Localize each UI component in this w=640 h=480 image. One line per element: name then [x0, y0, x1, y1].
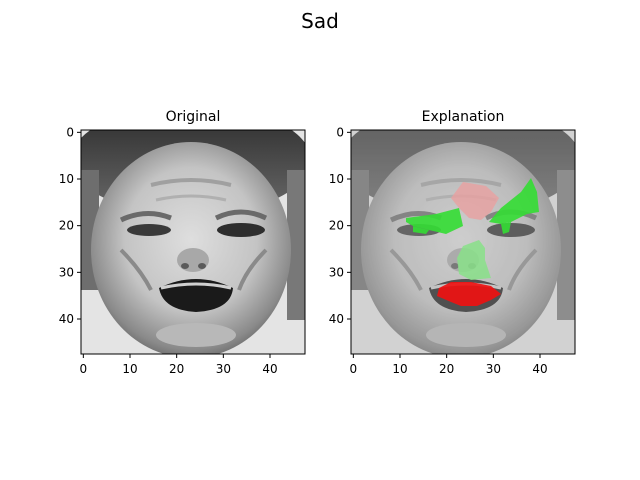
axis-ticks: 0 10 20 30 40 0 10 20 30 40: [329, 125, 548, 376]
x-tick-label: 10: [122, 362, 137, 376]
y-tick-label: 0: [336, 125, 344, 139]
superpixel-negative-weak: [451, 182, 499, 220]
y-tick-label: 10: [329, 172, 344, 186]
y-tick-label: 20: [59, 219, 74, 233]
axes-frame: [80, 129, 306, 355]
superpixel-negative-mouth: [437, 282, 501, 306]
x-tick-label: 10: [392, 362, 407, 376]
explanation-image: [351, 130, 575, 354]
x-tick-label: 40: [532, 362, 547, 376]
y-tick-label: 0: [66, 125, 74, 139]
y-tick-label: 10: [59, 172, 74, 186]
superpixel-positive-left-eye: [406, 208, 463, 234]
x-tick-label: 40: [262, 362, 277, 376]
panel-original: Original 0 10 20 30 40 0 10 20 30 40: [59, 105, 311, 376]
axis-ticks: 0 10 20 30 40 0 10 20 30 40: [59, 125, 278, 376]
face-image: [71, 105, 311, 358]
x-tick-label: 0: [350, 362, 358, 376]
x-tick-label: 0: [80, 362, 88, 376]
superpixel-positive-right-eye-edge: [501, 222, 511, 234]
panel-explanation: Explanation 0 10 20 30 40 0 10 20 30 40: [329, 109, 576, 376]
y-tick-label: 20: [329, 219, 344, 233]
superpixel-positive-nose: [457, 240, 491, 280]
superpixel-overlay: [406, 178, 539, 306]
superpixel-positive-left-eye-edge: [413, 226, 429, 234]
axes-frame: [350, 129, 576, 355]
figure-title: Sad: [301, 9, 339, 33]
y-tick-label: 30: [59, 265, 74, 279]
y-tick-label: 30: [329, 265, 344, 279]
y-tick-label: 40: [329, 312, 344, 326]
x-tick-label: 20: [169, 362, 184, 376]
panel-title: Original: [166, 109, 221, 125]
y-tick-label: 40: [59, 312, 74, 326]
panel-title: Explanation: [422, 109, 505, 125]
x-tick-label: 20: [439, 362, 454, 376]
x-tick-label: 30: [216, 362, 231, 376]
superpixel-positive-right-brow: [489, 178, 539, 224]
x-tick-label: 30: [486, 362, 501, 376]
